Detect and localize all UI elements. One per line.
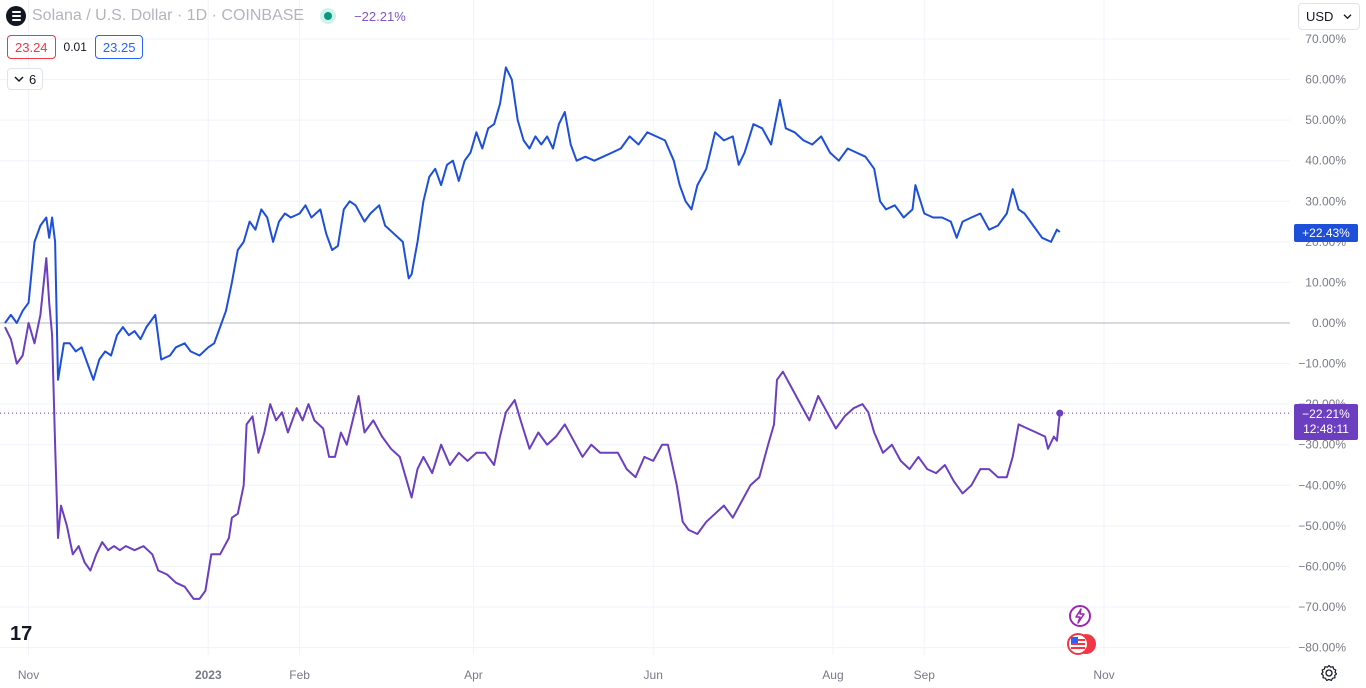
- y-tick-label: 40.00%: [1305, 154, 1346, 168]
- purple-series-time: 12:48:11: [1303, 422, 1349, 436]
- chevron-down-icon: [1343, 14, 1352, 20]
- x-tick-label: Nov: [18, 668, 39, 682]
- purple-series-price-tag: −22.21% 12:48:11: [1294, 404, 1358, 440]
- y-tick-label: −80.00%: [1298, 641, 1346, 655]
- sell-button[interactable]: 23.24: [7, 35, 56, 59]
- currency-select[interactable]: USD: [1298, 3, 1360, 30]
- blue-series-value: +22.43%: [1302, 226, 1350, 240]
- x-tick-label: Nov: [1093, 668, 1114, 682]
- reference-lines: [0, 322, 1290, 414]
- y-tick-label: −10.00%: [1298, 357, 1346, 371]
- y-tick-label: −40.00%: [1298, 478, 1346, 492]
- us-economic-event-icon[interactable]: [1066, 632, 1098, 656]
- gear-icon[interactable]: [1320, 664, 1338, 682]
- change-percent: −22.21%: [354, 8, 406, 24]
- y-tick-label: 0.00%: [1312, 316, 1346, 330]
- symbol-title[interactable]: Solana / U.S. Dollar · 1D · COINBASE: [32, 7, 305, 24]
- symbol-legend[interactable]: Solana / U.S. Dollar · 1D · COINBASE −22…: [6, 5, 406, 27]
- y-tick-label: −50.00%: [1298, 519, 1346, 533]
- buy-button[interactable]: 23.25: [94, 35, 144, 59]
- series-lines: [4, 66, 1064, 600]
- y-tick-label: 60.00%: [1305, 73, 1346, 87]
- y-tick-label: 30.00%: [1305, 194, 1346, 208]
- trade-buttons: 23.24 0.01 23.25: [7, 35, 144, 59]
- y-tick-label: 50.00%: [1305, 113, 1346, 127]
- x-tick-label: Aug: [822, 668, 843, 682]
- y-tick-label: −30.00%: [1298, 438, 1346, 452]
- tradingview-logo[interactable]: 17: [10, 623, 33, 645]
- x-tick-label: 2023: [195, 668, 222, 682]
- x-tick-label: Jun: [644, 668, 663, 682]
- currency-value: USD: [1306, 9, 1334, 24]
- y-tick-label: 10.00%: [1305, 275, 1346, 289]
- chevron-down-icon: [14, 76, 24, 83]
- y-tick-label: 70.00%: [1305, 32, 1346, 46]
- blue-series-line[interactable]: [4, 66, 1061, 381]
- y-tick-label: −70.00%: [1298, 600, 1346, 614]
- chart-grid: [0, 0, 1290, 655]
- solana-logo-icon: [6, 6, 26, 26]
- last-price-dot: [1056, 409, 1064, 417]
- spread-value: 0.01: [63, 40, 87, 54]
- indicators-toggle-button[interactable]: 6: [7, 68, 44, 90]
- blue-series-price-tag: +22.43%: [1294, 224, 1358, 242]
- purple-series-value: −22.21%: [1302, 407, 1350, 421]
- market-open-status-icon[interactable]: [320, 8, 337, 24]
- x-tick-label: Sep: [914, 668, 936, 682]
- indicators-count: 6: [29, 71, 37, 87]
- purple-series-line[interactable]: [4, 257, 1061, 600]
- x-axis: Nov 2023 Feb Apr Jun Aug Sep Nov: [18, 668, 1115, 682]
- x-tick-label: Apr: [464, 668, 483, 682]
- x-tick-label: Feb: [289, 668, 310, 682]
- y-axis: 70.00%60.00%50.00%40.00%30.00%20.00%10.0…: [1298, 32, 1346, 655]
- lightning-event-icon[interactable]: [1068, 604, 1092, 628]
- y-tick-label: −60.00%: [1298, 559, 1346, 573]
